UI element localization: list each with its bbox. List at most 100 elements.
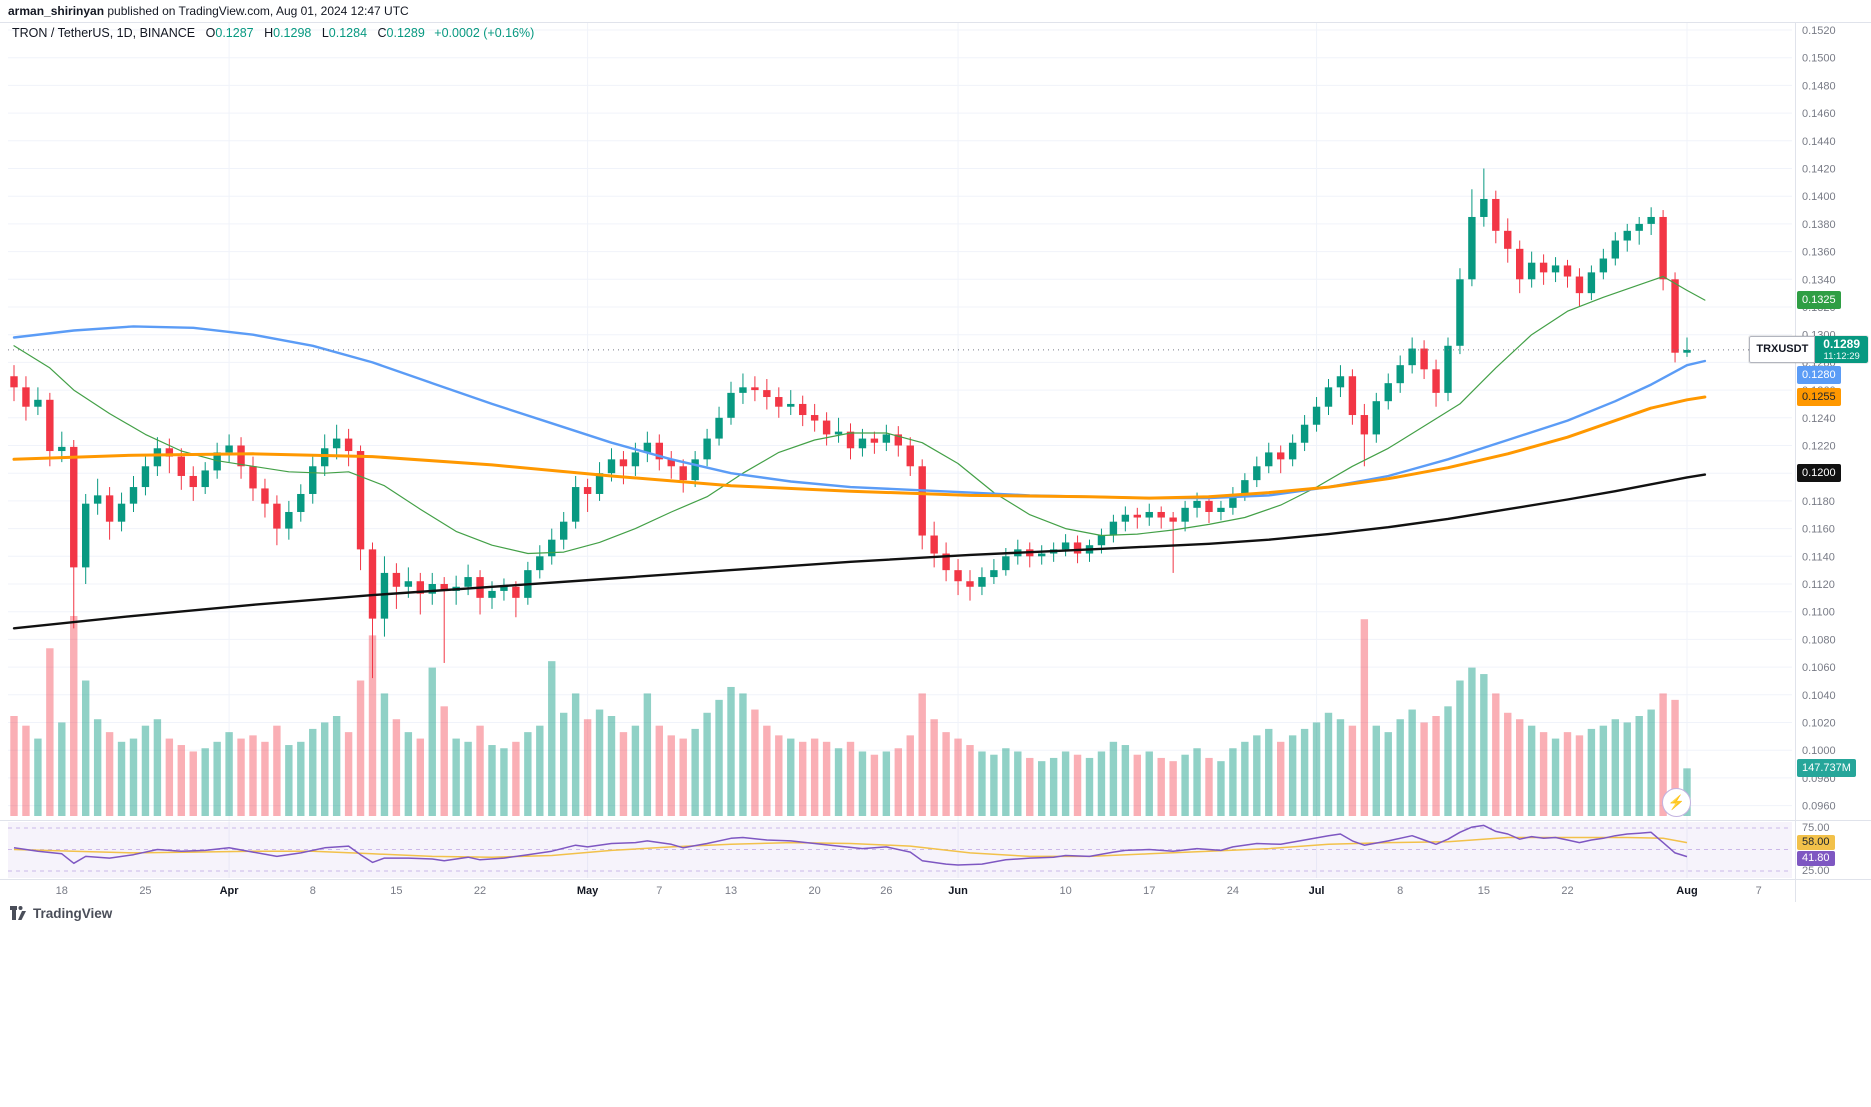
volume-bar <box>1277 741 1285 816</box>
volume-bar <box>906 735 914 816</box>
candle-body <box>978 577 986 587</box>
price-tick-label: 0.0960 <box>1802 801 1836 813</box>
open-label: O <box>205 26 216 40</box>
volume-bar <box>1061 751 1070 816</box>
volume-bar <box>1312 722 1321 816</box>
candle-body <box>1372 401 1380 435</box>
time-tick-label: 15 <box>390 885 402 897</box>
candle-body <box>297 493 305 512</box>
symbol-chip: TRXUSDT <box>1749 335 1816 363</box>
candle-body <box>727 392 735 418</box>
candle-body <box>344 438 353 452</box>
ma-50-blue-line <box>12 325 1707 500</box>
candle-body <box>1145 511 1153 518</box>
candle-body <box>512 586 520 598</box>
volume-bar <box>1671 699 1679 816</box>
candle-body <box>799 403 807 416</box>
rsi-line <box>13 824 1688 866</box>
attribution-username: arman_shirinyan <box>8 4 105 18</box>
volume-bar <box>548 661 556 816</box>
candle-body <box>1265 452 1273 467</box>
volume-bar <box>607 716 616 816</box>
candle-body <box>787 403 795 407</box>
volume-bar <box>249 735 257 816</box>
volume-bar <box>332 716 341 816</box>
price-tick-label: 0.1420 <box>1802 164 1836 176</box>
volume-bar <box>392 719 401 816</box>
volume-bar <box>667 735 675 816</box>
price-tick-label: 0.1520 <box>1802 25 1836 37</box>
candle-body <box>1324 387 1333 407</box>
time-tick-label: 8 <box>1397 885 1403 897</box>
volume-bar <box>93 719 102 816</box>
volume-bar <box>1611 719 1619 816</box>
price-tick-label: 0.1020 <box>1802 718 1836 730</box>
low-label: L <box>321 26 329 40</box>
candle-body <box>1575 276 1584 294</box>
volume-bar <box>428 667 436 816</box>
ma-black-badge: 0.1200 <box>1797 464 1841 483</box>
candle-body <box>655 442 663 460</box>
volume-bar <box>10 716 18 816</box>
volume-bar <box>105 732 114 816</box>
candle-body <box>643 442 652 453</box>
time-tick-label: 13 <box>725 885 737 897</box>
candle-body <box>1109 521 1118 536</box>
volume-bar <box>1241 741 1249 816</box>
candle-body <box>273 503 281 529</box>
candle-body <box>93 495 102 504</box>
volume-bar <box>822 741 831 816</box>
volume-bar <box>1468 667 1476 816</box>
candle-body <box>488 590 496 598</box>
boost-icon[interactable]: ⚡ <box>1662 788 1691 817</box>
volume-bar <box>34 738 42 816</box>
volume-bar <box>225 732 233 816</box>
volume-bar <box>679 738 687 816</box>
change-value: +0.0002 (+0.16%) <box>434 26 535 40</box>
candle-body <box>165 448 174 457</box>
price-tick-label: 0.1240 <box>1802 413 1836 425</box>
candle-body <box>153 448 162 467</box>
attribution-bar: arman_shirinyan published on TradingView… <box>0 0 1871 22</box>
price-tick-label: 0.1480 <box>1802 80 1836 92</box>
volume-bar <box>1360 619 1369 816</box>
candle-body <box>1647 216 1655 224</box>
volume-bar <box>1085 757 1094 816</box>
price-tick-label: 0.1220 <box>1802 441 1836 453</box>
candle-body <box>1683 349 1691 353</box>
volume-bar <box>1217 761 1225 816</box>
volume-bar <box>285 745 293 816</box>
volume-bar <box>46 648 54 816</box>
volume-bar <box>1492 693 1500 816</box>
candle-body <box>822 420 831 435</box>
volume-bar <box>1288 735 1297 816</box>
price-tick-label: 0.1400 <box>1802 191 1836 203</box>
price-tick-label: 0.1460 <box>1802 108 1836 120</box>
volume-bar <box>834 748 843 816</box>
candle-body <box>1456 279 1464 346</box>
volume-bar <box>380 693 389 816</box>
volume-bar <box>1527 725 1536 816</box>
volume-bar <box>82 680 90 816</box>
volume-bar <box>1109 741 1118 816</box>
candle-body <box>763 390 771 398</box>
volume-bar <box>1169 761 1177 816</box>
volume-bar <box>751 709 759 816</box>
volume-bar <box>1002 748 1010 816</box>
time-tick-label: 18 <box>56 885 68 897</box>
candle-body <box>392 572 401 587</box>
volume-bar <box>810 738 819 816</box>
price-tick-label: 0.1180 <box>1802 496 1835 508</box>
candle-body <box>1348 376 1357 416</box>
candle-body <box>1300 424 1309 443</box>
volume-bar <box>1336 719 1345 816</box>
candle-body <box>1444 345 1452 393</box>
lightning-glyph: ⚡ <box>1667 794 1686 810</box>
volume-bar <box>500 748 508 816</box>
volume-badge: 147.737M <box>1797 759 1856 778</box>
time-tick-label: 17 <box>1143 885 1155 897</box>
ma-blue-badge: 0.1280 <box>1797 365 1841 384</box>
volume-bar <box>1432 716 1440 816</box>
time-tick-label: 7 <box>656 885 662 897</box>
